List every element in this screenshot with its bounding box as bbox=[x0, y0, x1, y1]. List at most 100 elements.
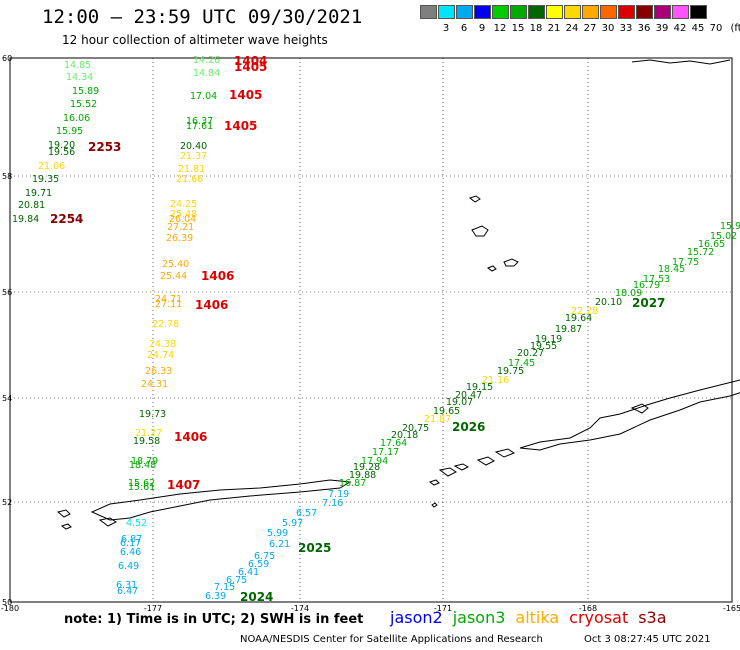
longitude-label: -180 bbox=[1, 604, 19, 613]
wave-height-label: 24.31 bbox=[141, 379, 168, 390]
scale-tick-label: 33 bbox=[619, 23, 633, 34]
wave-height-label: 19.58 bbox=[133, 436, 160, 447]
wave-height-label: 6.75 bbox=[254, 551, 275, 562]
wave-height-label: 4.52 bbox=[126, 518, 147, 529]
pass-id-label: 1404 bbox=[234, 54, 267, 68]
coastline bbox=[494, 448, 516, 458]
latitude-label: 50 bbox=[2, 598, 12, 607]
coastline bbox=[503, 258, 519, 267]
wave-height-label: 22.28 bbox=[571, 306, 598, 317]
legend-item: s3a bbox=[638, 608, 667, 627]
wave-height-label: 24.25 bbox=[170, 199, 197, 210]
pass-id-label: 1406 bbox=[174, 430, 207, 444]
pass-id-label: 1406 bbox=[195, 298, 228, 312]
scale-swatch bbox=[474, 5, 491, 19]
longitude-label: -174 bbox=[291, 604, 309, 613]
pass-id-label: 2254 bbox=[50, 212, 83, 226]
coastline bbox=[453, 463, 470, 471]
pass-id-label: 2027 bbox=[632, 296, 665, 310]
wave-height-label: 21.87 bbox=[424, 414, 451, 425]
wave-height-label: 19.28 bbox=[353, 462, 380, 473]
wave-height-label: 20.40 bbox=[180, 141, 207, 152]
pass-id-label: 1405 bbox=[234, 60, 267, 74]
wave-height-label: 6.49 bbox=[118, 561, 139, 572]
scale-tick-label: 30 bbox=[601, 23, 615, 34]
wave-height-label: 15.6 bbox=[0, 0, 21, 3]
pass-id-label: 2025 bbox=[298, 541, 331, 555]
coastline bbox=[431, 502, 438, 508]
wave-height-label: 26.04 bbox=[169, 214, 196, 225]
wave-height-label: 24.74 bbox=[147, 350, 174, 361]
scale-tick-label: 6 bbox=[460, 23, 468, 34]
wave-height-label: 17.75 bbox=[672, 257, 699, 268]
wave-height-label: 17.61 bbox=[186, 121, 213, 132]
wave-height-label: 18.09 bbox=[615, 288, 642, 299]
scale-swatch bbox=[582, 5, 599, 19]
wave-height-label: 22.78 bbox=[152, 319, 179, 330]
wave-height-label: 26.39 bbox=[166, 233, 193, 244]
wave-height-label: 17.64 bbox=[380, 438, 407, 449]
wave-height-label: 6.39 bbox=[205, 591, 226, 602]
wave-height-label: 19.20 bbox=[48, 140, 75, 151]
scale-swatch bbox=[690, 5, 707, 19]
wave-height-label: 15.61 bbox=[128, 482, 155, 493]
scale-swatch bbox=[492, 5, 509, 19]
pass-id-label: 1407 bbox=[167, 478, 200, 492]
scale-tick-label: 21 bbox=[547, 23, 561, 34]
wave-height-label: 17.45 bbox=[508, 358, 535, 369]
scale-swatch bbox=[618, 5, 635, 19]
pass-id-label: 1405 bbox=[224, 119, 257, 133]
wave-height-label: 19.19 bbox=[535, 334, 562, 345]
latitude-label: 52 bbox=[2, 498, 12, 507]
wave-height-label: 25.48 bbox=[170, 209, 197, 220]
wave-height-label: 6.47 bbox=[117, 586, 138, 597]
wave-height-label: 6.17 bbox=[120, 538, 141, 549]
wave-height-label: 26.33 bbox=[145, 366, 172, 377]
longitude-label: -168 bbox=[579, 604, 597, 613]
wave-height-label: 21.66 bbox=[176, 174, 203, 185]
wave-height-label: 19.35 bbox=[32, 174, 59, 185]
map-frame bbox=[9, 57, 733, 603]
wave-height-label: 19.64 bbox=[565, 313, 592, 324]
wave-height-label: 16.37 bbox=[186, 116, 213, 127]
wave-height-label: 21.27 bbox=[135, 428, 162, 439]
wave-height-label: 19.88 bbox=[349, 470, 376, 481]
wave-height-label: 21.16 bbox=[482, 375, 509, 386]
generation-timestamp: Oct 3 08:27:45 UTC 2021 bbox=[584, 634, 711, 645]
scale-tick-label: 12 bbox=[493, 23, 507, 34]
scale-swatch bbox=[654, 5, 671, 19]
wave-height-label: 15.52 bbox=[70, 99, 97, 110]
credit-line: NOAA/NESDIS Center for Satellite Applica… bbox=[240, 634, 543, 645]
longitude-label: -177 bbox=[144, 604, 162, 613]
wave-height-label: 5.99 bbox=[267, 528, 288, 539]
wave-height-label: 16.06 bbox=[63, 113, 90, 124]
scale-unit-label: (ft) bbox=[730, 23, 740, 34]
coastline bbox=[486, 265, 497, 272]
longitude-label: -165 bbox=[723, 604, 740, 613]
color-scale-bar bbox=[420, 5, 708, 19]
longitude-label: -171 bbox=[434, 604, 452, 613]
wave-height-label: 16.65 bbox=[698, 239, 725, 250]
scale-swatch bbox=[510, 5, 527, 19]
wave-height-label: 18.48 bbox=[129, 460, 156, 471]
chart-title: 12:00 – 23:59 UTC 09/30/2021 bbox=[42, 6, 363, 28]
wave-height-label: 6.87 bbox=[121, 534, 142, 545]
footnote: note: 1) Time is in UTC; 2) SWH is in fe… bbox=[64, 612, 364, 627]
pass-id-labels: 2253225414041405140514051406140614061407… bbox=[50, 54, 665, 604]
coastline bbox=[60, 523, 72, 530]
wave-height-label: 7.19 bbox=[328, 489, 349, 500]
wave-height-label: 5.97 bbox=[282, 518, 303, 529]
wave-height-label: 6.59 bbox=[248, 559, 269, 570]
wave-height-label: 20.18 bbox=[391, 430, 418, 441]
wave-height-label: 17.53 bbox=[643, 274, 670, 285]
wave-height-label: 21.81 bbox=[178, 164, 205, 175]
scale-swatch bbox=[636, 5, 653, 19]
wave-height-label: 7.16 bbox=[322, 498, 343, 509]
scale-tick-label: 36 bbox=[637, 23, 651, 34]
scale-swatch bbox=[528, 5, 545, 19]
chart-subtitle: 12 hour collection of altimeter wave hei… bbox=[62, 33, 328, 47]
wave-height-label: 15.95 bbox=[56, 126, 83, 137]
pass-id-label: 2024 bbox=[240, 590, 273, 604]
